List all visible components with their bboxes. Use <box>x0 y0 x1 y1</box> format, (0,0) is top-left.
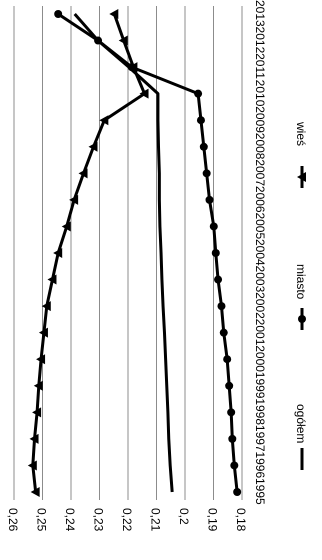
data-point <box>33 380 43 391</box>
category-tick-label: 2004 <box>253 239 267 266</box>
data-point <box>38 327 48 338</box>
category-tick-label: 2012 <box>253 27 267 54</box>
data-point <box>205 195 214 204</box>
data-point <box>69 194 79 205</box>
gridlines <box>13 6 243 500</box>
data-point <box>209 222 218 231</box>
category-tick-label: 1995 <box>253 478 267 505</box>
value-axis-ticks: 0,18 0,19 0,2 0,21 0,22 0,23 0,24 0,25 0,26 <box>6 508 248 532</box>
data-point <box>36 354 46 365</box>
legend-marker <box>298 315 306 323</box>
legend-item: wieś <box>294 121 308 188</box>
category-tick-label: 1997 <box>253 425 267 452</box>
series-line <box>73 13 174 493</box>
data-point <box>32 407 42 418</box>
data-point <box>128 62 138 73</box>
value-tick-label: 0,18 <box>234 508 248 532</box>
category-tick-label: 2005 <box>253 212 267 239</box>
legend-label: miasto <box>294 264 308 300</box>
value-tick-label: 0,24 <box>63 508 77 532</box>
category-tick-label: 2007 <box>253 159 267 186</box>
category-tick-label: 1996 <box>253 451 267 478</box>
category-tick-label: 2013 <box>253 0 267 27</box>
value-tick-label: 0,22 <box>120 508 134 532</box>
series-2 <box>27 9 149 497</box>
category-axis-ticks: 1995199619971998199920002001200220032004… <box>253 0 267 505</box>
data-point <box>211 249 220 257</box>
value-tick-label: 0,25 <box>35 508 49 532</box>
category-tick-label: 2006 <box>253 186 267 213</box>
category-tick-label: 2009 <box>253 106 267 133</box>
data-point <box>99 115 109 126</box>
legend-item: ogółem <box>294 404 308 470</box>
data-point <box>199 142 208 151</box>
category-tick-label: 2001 <box>253 319 267 346</box>
legend-marker <box>297 172 306 182</box>
data-point <box>196 116 205 125</box>
data-point <box>41 301 51 312</box>
data-point <box>228 434 237 443</box>
value-tick-label: 0,23 <box>92 508 106 532</box>
series-0 <box>73 13 174 493</box>
data-point <box>27 460 37 471</box>
category-tick-label: 2010 <box>253 80 267 107</box>
data-point <box>88 141 98 152</box>
data-point <box>202 169 211 178</box>
category-tick-label: 2002 <box>253 292 267 319</box>
data-point <box>61 221 71 232</box>
data-point <box>194 89 203 98</box>
data-point <box>227 408 236 417</box>
category-tick-label: 2000 <box>253 345 267 372</box>
data-point <box>78 168 88 179</box>
legend-label: ogółem <box>294 404 308 443</box>
value-tick-label: 0,21 <box>149 508 163 532</box>
legend-item: miasto <box>294 264 308 330</box>
data-point <box>30 487 40 497</box>
value-tick-label: 0,2 <box>177 508 191 525</box>
data-point <box>225 381 234 390</box>
category-tick-label: 2011 <box>253 53 267 79</box>
data-point <box>219 328 228 337</box>
data-point <box>47 274 57 285</box>
data-point <box>94 36 103 45</box>
data-point <box>139 88 149 99</box>
data-point <box>53 248 63 258</box>
series-1 <box>54 10 242 496</box>
category-tick-label: 1998 <box>253 398 267 425</box>
legend: ogółem miasto wieś <box>294 121 308 470</box>
data-point <box>214 275 223 284</box>
data-point <box>223 355 232 364</box>
category-tick-label: 1999 <box>253 372 267 399</box>
data-point <box>217 302 226 311</box>
data-point <box>109 9 119 19</box>
value-tick-label: 0,19 <box>206 508 220 532</box>
legend-label: wieś <box>294 121 308 146</box>
category-tick-label: 2008 <box>253 133 267 160</box>
data-point <box>230 461 239 470</box>
series-layer <box>27 9 242 497</box>
value-tick-label: 0,26 <box>6 508 20 532</box>
data-point <box>54 10 63 18</box>
data-point <box>233 488 242 496</box>
data-point <box>118 35 128 46</box>
data-point <box>29 433 39 444</box>
category-tick-label: 2003 <box>253 266 267 293</box>
